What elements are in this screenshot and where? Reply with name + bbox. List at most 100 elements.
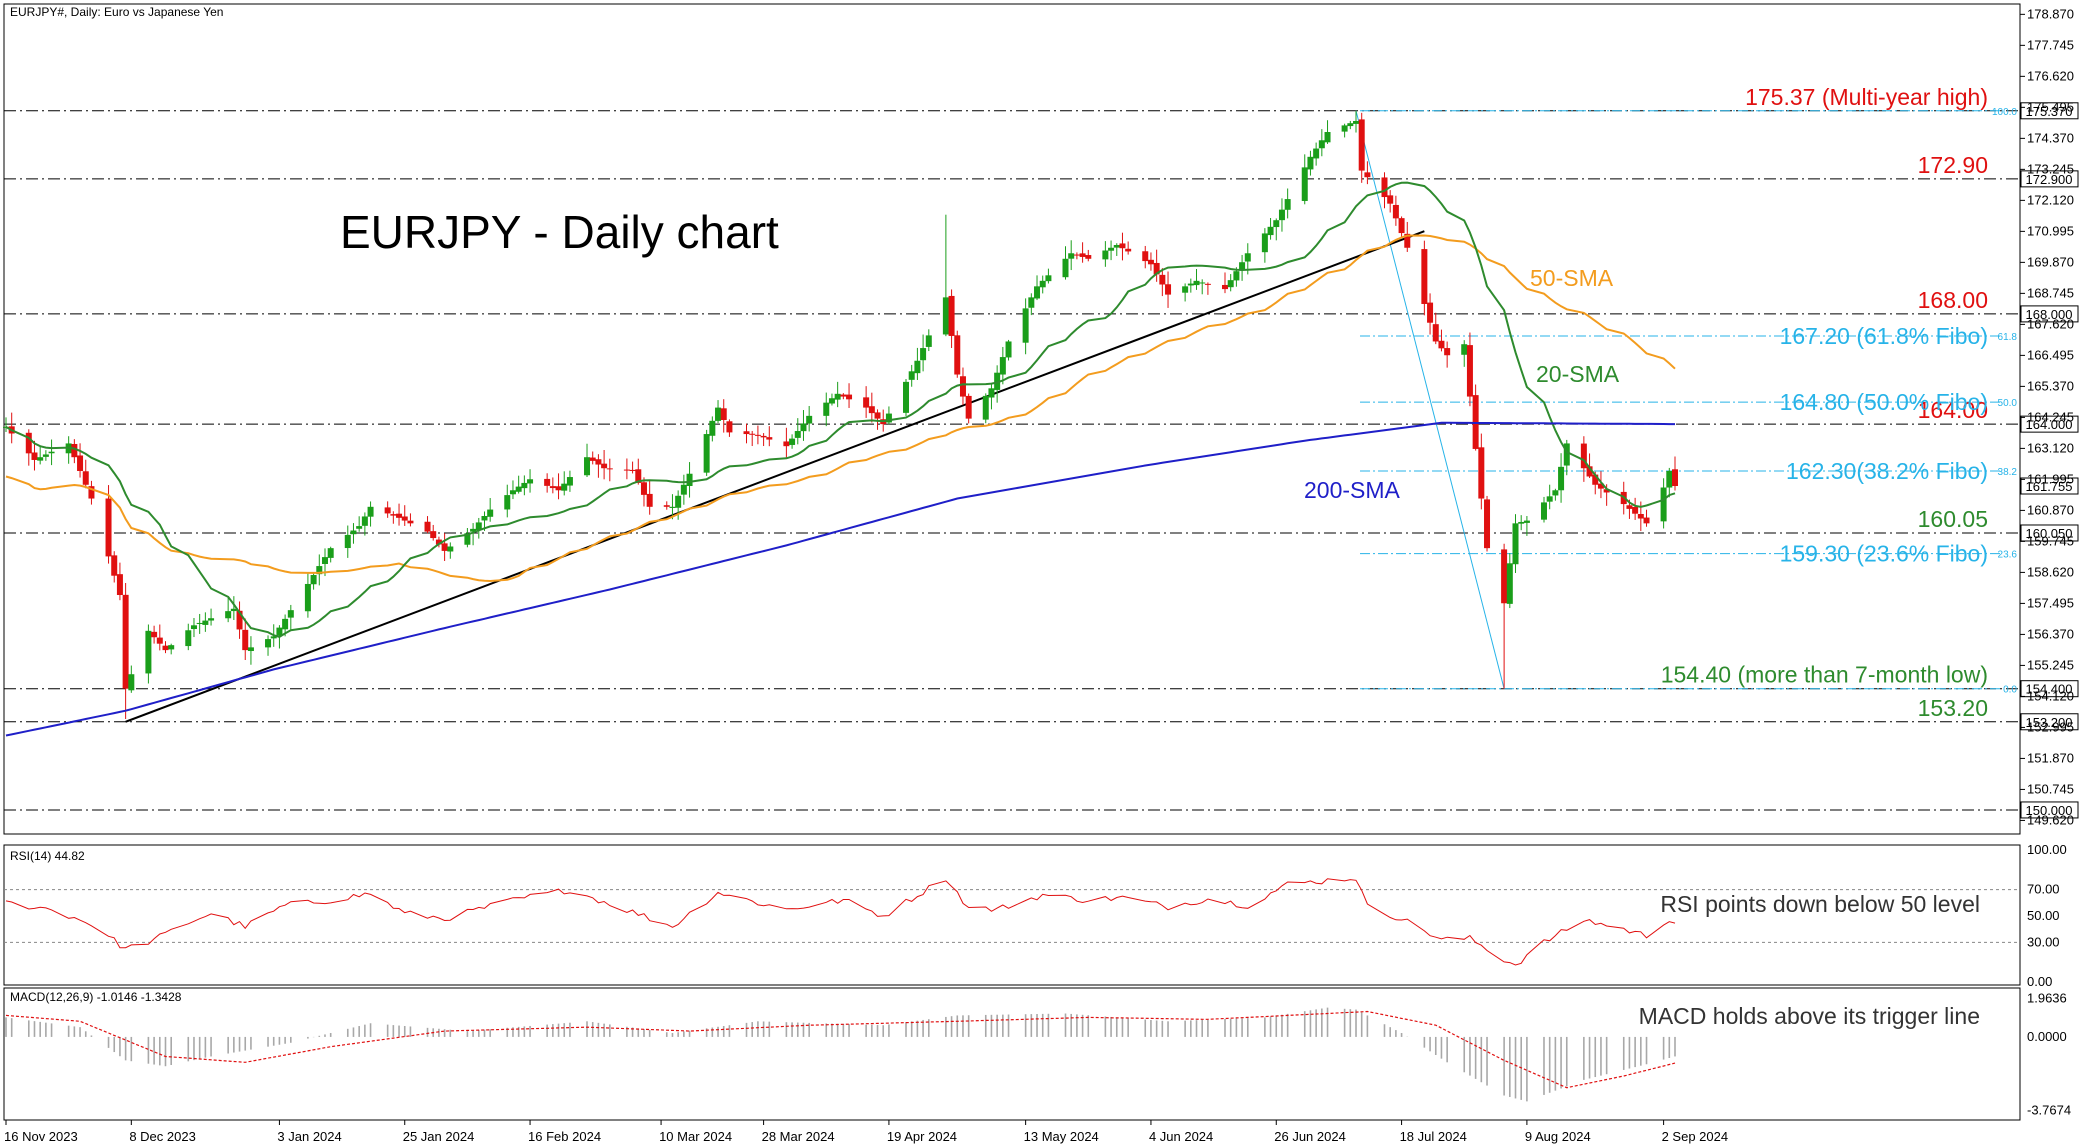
candle-body	[1324, 132, 1331, 143]
candle-body	[920, 348, 927, 361]
candle-body	[37, 457, 44, 461]
candle-body	[1353, 120, 1360, 124]
candle-body	[1672, 469, 1678, 487]
candle-body	[304, 583, 311, 612]
candle-body	[1182, 286, 1189, 293]
candle-body	[367, 506, 374, 517]
rsi-tick-label: 70.00	[2027, 882, 2060, 897]
candle-body	[959, 376, 966, 397]
candle-body	[942, 297, 949, 335]
candle-body	[954, 335, 961, 375]
fibo-tag: 0.0	[2003, 685, 2017, 696]
candle-body	[1387, 195, 1394, 204]
rsi-tick-label: 50.00	[2027, 908, 2060, 923]
candle-body	[265, 639, 272, 648]
candle-body	[1523, 520, 1530, 523]
candle-body	[168, 645, 175, 650]
fibo-tag: 50.0	[1998, 398, 2018, 409]
candle-body	[1113, 245, 1120, 248]
candle-body	[1142, 251, 1149, 262]
price-tick-label: 155.245	[2027, 657, 2074, 672]
price-tick-label: 176.620	[2027, 68, 2074, 83]
candle-body	[1358, 119, 1365, 171]
candle-body	[1062, 258, 1069, 278]
candle-body	[606, 468, 613, 470]
candle-body	[544, 478, 551, 486]
rsi-line	[5, 878, 1676, 966]
candle-body	[82, 471, 89, 485]
level-tag: 154.400	[2026, 682, 2073, 697]
candle-body	[555, 486, 562, 491]
price-tick-label: 158.620	[2027, 564, 2074, 579]
candle-body	[208, 618, 215, 621]
candle-body	[800, 423, 807, 432]
candle-body	[1580, 443, 1587, 469]
candle-body	[1643, 517, 1650, 524]
candle-body	[1005, 341, 1012, 358]
level-label: 168.00	[1918, 287, 1988, 313]
candle-body	[521, 482, 528, 489]
candle-body	[390, 514, 397, 516]
price-tick-label: 167.620	[2027, 316, 2074, 331]
candle-body	[1165, 284, 1172, 295]
candle-body	[1102, 250, 1109, 260]
candle-body	[1233, 271, 1240, 281]
candle-body	[504, 495, 511, 510]
candle-body	[1563, 443, 1570, 466]
candle-body	[823, 402, 830, 416]
candle-body	[527, 479, 534, 484]
candle-body	[151, 631, 158, 638]
candle-body	[1404, 233, 1411, 248]
time-tick-label: 8 Dec 2023	[129, 1129, 196, 1144]
current-price-box	[2020, 477, 2079, 495]
candle-body	[1284, 199, 1291, 210]
time-tick-label: 28 Mar 2024	[762, 1129, 835, 1144]
candle-body	[1119, 243, 1126, 249]
fibo-label: 162.30(38.2% Fibo)	[1786, 458, 1988, 484]
candle-body	[481, 515, 488, 521]
candle-body	[464, 533, 471, 545]
candle-body	[840, 394, 847, 397]
fibo-tag: 100.0	[1992, 107, 2017, 118]
candle-body	[635, 469, 642, 483]
candle-body	[230, 608, 237, 612]
candle-body	[276, 627, 283, 636]
candle-body	[834, 393, 841, 400]
macd-tick-label: -3.7674	[2027, 1103, 2071, 1118]
candle-body	[874, 412, 881, 419]
level-tag: 150.000	[2026, 803, 2073, 818]
price-tick-label: 177.745	[2027, 37, 2074, 52]
price-tick-label: 161.995	[2027, 471, 2074, 486]
price-panel	[3, 3, 2021, 835]
candle-body	[384, 507, 391, 514]
candle-body	[1227, 280, 1234, 288]
candle-body	[925, 335, 932, 347]
candle-body	[663, 505, 670, 507]
candle-body	[1313, 148, 1320, 159]
price-tick-label: 149.620	[2027, 812, 2074, 827]
candle-body	[1421, 249, 1428, 304]
rsi-annotation: RSI points down below 50 level	[1660, 891, 1980, 917]
candle-body	[316, 566, 323, 575]
level-label: 153.20	[1918, 695, 1988, 721]
candle-body	[1153, 262, 1160, 275]
candle-body	[982, 395, 989, 420]
candle-body	[156, 637, 163, 644]
candle-body	[190, 625, 197, 630]
candle-body	[48, 451, 55, 454]
candle-body	[196, 622, 203, 624]
price-tick-label: 170.995	[2027, 223, 2074, 238]
sma200-label: 200-SMA	[1304, 477, 1401, 503]
candle-body	[1461, 344, 1468, 355]
candle-body	[1045, 275, 1052, 282]
candle-body	[1597, 483, 1604, 489]
candle-body	[640, 482, 647, 495]
level-tag: 175.370	[2026, 104, 2073, 119]
candle-body	[424, 521, 431, 532]
price-tick-label: 156.370	[2027, 626, 2074, 641]
price-tick-label: 174.370	[2027, 130, 2074, 145]
time-tick-label: 18 Jul 2024	[1400, 1129, 1467, 1144]
candle-body	[846, 394, 853, 400]
candle-body	[720, 408, 727, 420]
